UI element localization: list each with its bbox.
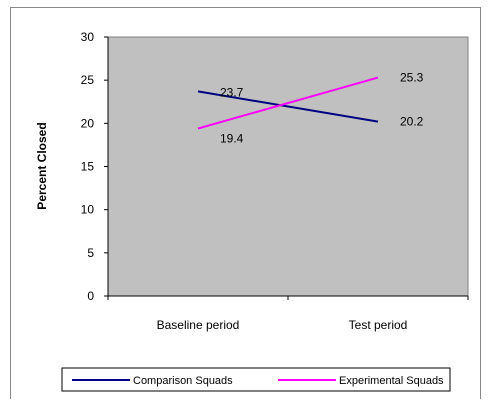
data-label: 19.4 — [220, 132, 244, 146]
series-lines — [197, 76, 379, 130]
legend-box — [61, 367, 451, 392]
data-labels: 23.7 20.2 19.4 25.3 — [220, 71, 424, 146]
series-line-experimental — [197, 76, 379, 130]
legend: Comparison Squads Experimental Squads — [72, 375, 444, 387]
data-label: 25.3 — [400, 71, 424, 85]
legend-label: Experimental Squads — [339, 375, 444, 387]
y-axis-title: Percent Closed — [35, 122, 49, 209]
y-tick-label: 20 — [81, 116, 95, 130]
y-tick-label: 15 — [81, 160, 95, 174]
y-tick-label: 10 — [81, 203, 95, 217]
y-tick-label: 30 — [81, 30, 95, 44]
legend-label: Comparison Squads — [133, 375, 233, 387]
x-tick-label: Baseline period — [157, 318, 240, 332]
x-tick-label: Test period — [349, 318, 408, 332]
x-ticks: Baseline period Test period — [107, 296, 469, 332]
chart-frame — [10, 7, 481, 399]
series-line-comparison — [197, 90, 379, 123]
y-tick-label: 0 — [87, 289, 94, 303]
data-label: 20.2 — [400, 115, 424, 129]
data-label: 23.7 — [220, 85, 244, 99]
y-tick-label: 5 — [87, 246, 94, 260]
y-ticks: 0 5 10 15 20 25 30 — [81, 30, 108, 303]
y-tick-label: 25 — [81, 73, 95, 87]
